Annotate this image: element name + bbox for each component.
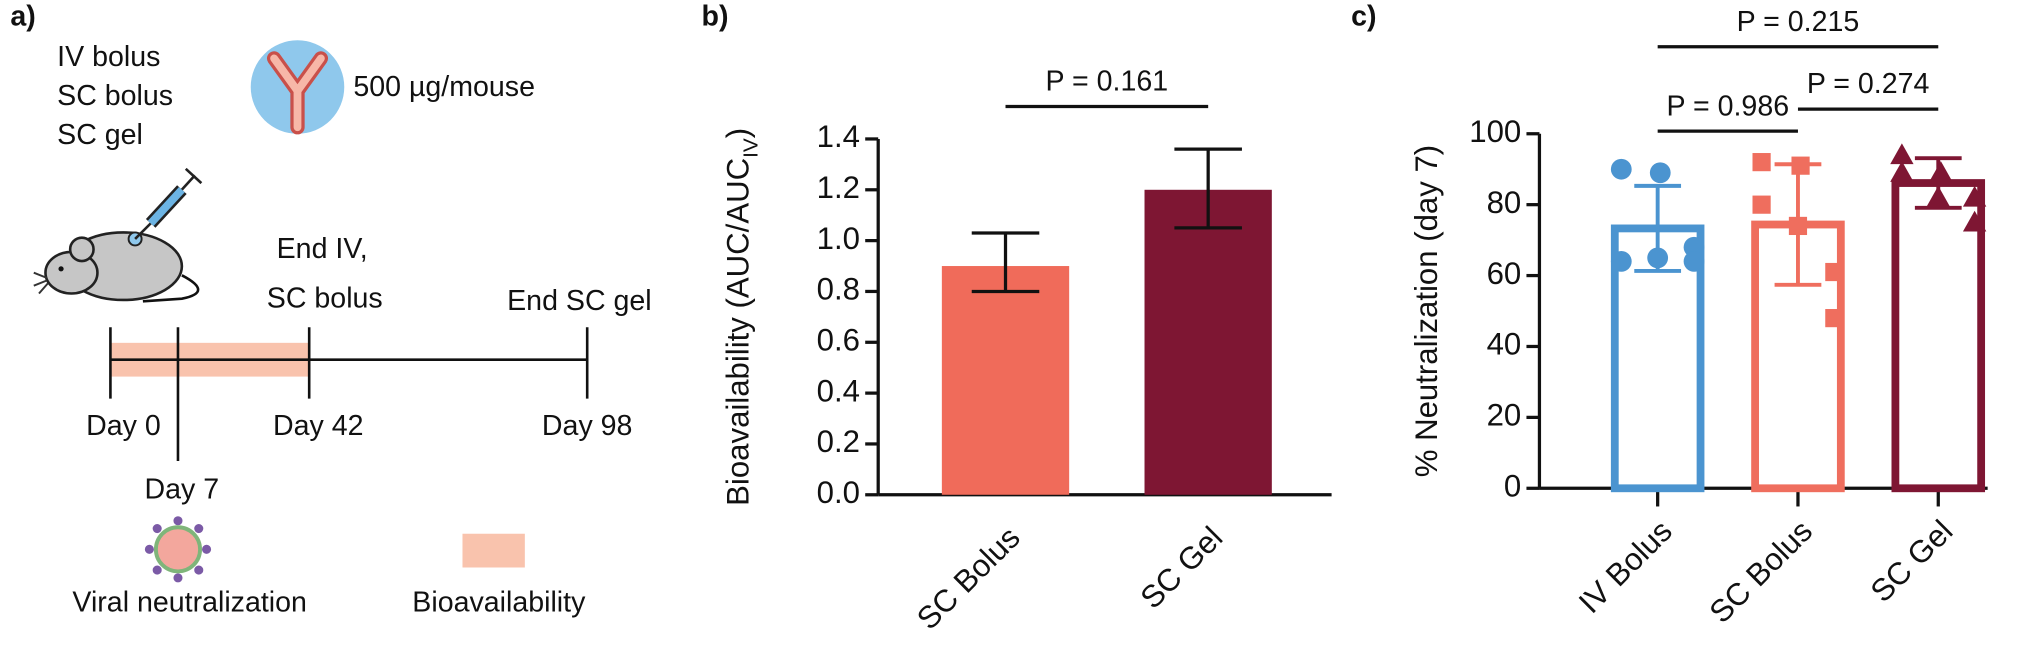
timeline bbox=[109, 327, 589, 462]
legend-swatch bbox=[462, 533, 525, 568]
y-axis-label-text: % Neutralization (day 7) bbox=[1409, 145, 1444, 477]
data-point bbox=[1610, 250, 1632, 272]
data-point bbox=[1962, 185, 1987, 207]
data-point bbox=[1825, 262, 1844, 282]
y-tick-label: 60 bbox=[1487, 256, 1522, 291]
significance-label: P = 0.986 bbox=[1667, 90, 1790, 122]
y-tick-label: 100 bbox=[1469, 114, 1521, 149]
error-bar bbox=[971, 231, 1040, 294]
data-point bbox=[1791, 156, 1810, 175]
bar bbox=[941, 266, 1070, 495]
panel-label: b) bbox=[702, 1, 729, 33]
data-point bbox=[1647, 247, 1669, 269]
data-point bbox=[1752, 195, 1771, 214]
y-tick-label: 0.6 bbox=[817, 323, 860, 358]
data-point bbox=[1926, 185, 1950, 207]
panel-label: c) bbox=[1351, 1, 1376, 33]
data-point bbox=[1610, 158, 1632, 180]
mouse-icon bbox=[33, 231, 200, 303]
group-label: IV bolus bbox=[57, 41, 160, 73]
day-label: Day 98 bbox=[542, 410, 633, 442]
y-tick-label: 0.0 bbox=[817, 475, 860, 510]
panel-label: a) bbox=[10, 1, 35, 33]
data-point bbox=[1825, 309, 1844, 328]
legend-label: Viral neutralization bbox=[72, 586, 307, 618]
y-tick-label: 40 bbox=[1487, 327, 1522, 362]
day-label: Day 7 bbox=[145, 473, 220, 505]
y-tick-label: 1.4 bbox=[817, 119, 860, 154]
y-axis-label: % Neutralization (day 7) bbox=[1409, 145, 1444, 477]
error-bar bbox=[1174, 147, 1242, 230]
y-tick-label: 0.8 bbox=[817, 272, 860, 307]
event-label: End IV, bbox=[277, 233, 368, 265]
data-point bbox=[1929, 161, 1953, 182]
data-point bbox=[1683, 250, 1705, 272]
x-tick-label: SC Gel bbox=[1864, 513, 1960, 609]
data-point bbox=[1788, 216, 1808, 236]
data-point bbox=[1890, 143, 1914, 165]
data-point bbox=[1890, 161, 1914, 182]
y-tick-label: 0.2 bbox=[817, 424, 860, 459]
virus-icon bbox=[144, 516, 212, 583]
y-axis-label-suffix: ) bbox=[721, 128, 756, 138]
y-tick-label: 0.4 bbox=[817, 373, 860, 408]
y-axis-label-text: Bioavailability (AUC/AUC bbox=[721, 158, 756, 506]
x-tick-label: SC Bolus bbox=[910, 520, 1027, 637]
data-point bbox=[1649, 162, 1671, 184]
event-label: End SC gel bbox=[507, 285, 652, 317]
legend-label: Bioavailability bbox=[412, 586, 586, 618]
y-tick-label: 1.0 bbox=[817, 221, 860, 256]
y-tick-label: 20 bbox=[1487, 398, 1522, 433]
x-tick-label: SC Gel bbox=[1134, 520, 1230, 616]
antibody-icon bbox=[250, 40, 345, 135]
y-tick-label: 0 bbox=[1504, 469, 1521, 504]
day-label: Day 42 bbox=[273, 410, 364, 442]
y-tick-label: 1.2 bbox=[817, 170, 860, 205]
data-point bbox=[1752, 153, 1771, 172]
syringe-icon bbox=[134, 167, 203, 240]
group-label: SC bolus bbox=[57, 80, 173, 112]
data-point bbox=[1962, 210, 1987, 232]
y-axis-label-subscript: IV bbox=[739, 138, 762, 158]
y-axis-label: Bioavailability (AUC/AUCIV) bbox=[721, 128, 763, 506]
x-tick-label: IV Bolus bbox=[1572, 513, 1679, 620]
group-label: SC gel bbox=[57, 119, 143, 151]
significance-label: P = 0.161 bbox=[1046, 66, 1169, 98]
significance-label: P = 0.215 bbox=[1737, 6, 1860, 38]
bar bbox=[1144, 189, 1272, 495]
event-label: SC bolus bbox=[267, 283, 383, 315]
x-tick-label: SC Bolus bbox=[1703, 513, 1820, 630]
y-tick-label: 80 bbox=[1487, 185, 1522, 220]
significance-label: P = 0.274 bbox=[1807, 68, 1930, 100]
day-label: Day 0 bbox=[86, 410, 161, 442]
dose-label: 500 µg/mouse bbox=[353, 71, 535, 103]
